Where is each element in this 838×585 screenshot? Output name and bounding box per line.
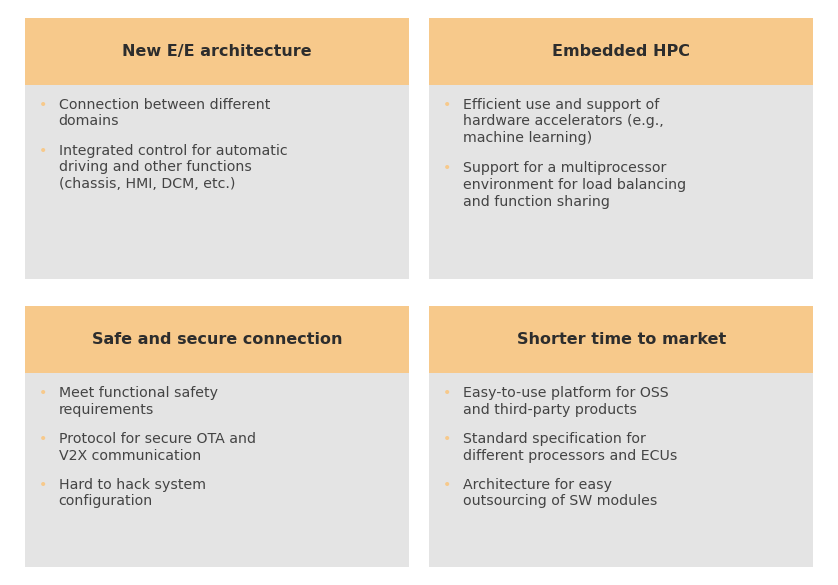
Bar bbox=[25, 305, 408, 567]
Text: Support for a multiprocessor
environment for load balancing
and function sharing: Support for a multiprocessor environment… bbox=[463, 161, 686, 209]
Text: •: • bbox=[442, 161, 451, 176]
Bar bbox=[25, 18, 408, 85]
Text: Protocol for secure OTA and
V2X communication: Protocol for secure OTA and V2X communic… bbox=[59, 432, 256, 463]
Text: •: • bbox=[39, 478, 47, 492]
Text: Embedded HPC: Embedded HPC bbox=[552, 44, 691, 59]
Text: •: • bbox=[39, 386, 47, 400]
Bar bbox=[25, 305, 408, 373]
Text: •: • bbox=[39, 98, 47, 112]
Text: •: • bbox=[39, 144, 47, 157]
Text: •: • bbox=[442, 386, 451, 400]
Text: •: • bbox=[442, 432, 451, 446]
Bar bbox=[429, 305, 813, 567]
Text: Efficient use and support of
hardware accelerators (e.g.,
machine learning): Efficient use and support of hardware ac… bbox=[463, 98, 664, 145]
Bar bbox=[429, 305, 813, 373]
Text: Meet functional safety
requirements: Meet functional safety requirements bbox=[59, 386, 218, 417]
Bar bbox=[25, 18, 408, 280]
Text: Architecture for easy
outsourcing of SW modules: Architecture for easy outsourcing of SW … bbox=[463, 478, 657, 508]
Text: Connection between different
domains: Connection between different domains bbox=[59, 98, 270, 129]
Text: New E/E architecture: New E/E architecture bbox=[122, 44, 312, 59]
Text: Easy-to-use platform for OSS
and third-party products: Easy-to-use platform for OSS and third-p… bbox=[463, 386, 669, 417]
Text: •: • bbox=[39, 432, 47, 446]
Text: •: • bbox=[442, 478, 451, 492]
Text: Standard specification for
different processors and ECUs: Standard specification for different pro… bbox=[463, 432, 677, 463]
Text: Shorter time to market: Shorter time to market bbox=[516, 332, 726, 347]
Text: Integrated control for automatic
driving and other functions
(chassis, HMI, DCM,: Integrated control for automatic driving… bbox=[59, 144, 287, 191]
Text: Safe and secure connection: Safe and secure connection bbox=[91, 332, 342, 347]
Text: •: • bbox=[442, 98, 451, 112]
Bar bbox=[429, 18, 813, 85]
Bar bbox=[429, 18, 813, 280]
Text: Hard to hack system
configuration: Hard to hack system configuration bbox=[59, 478, 205, 508]
